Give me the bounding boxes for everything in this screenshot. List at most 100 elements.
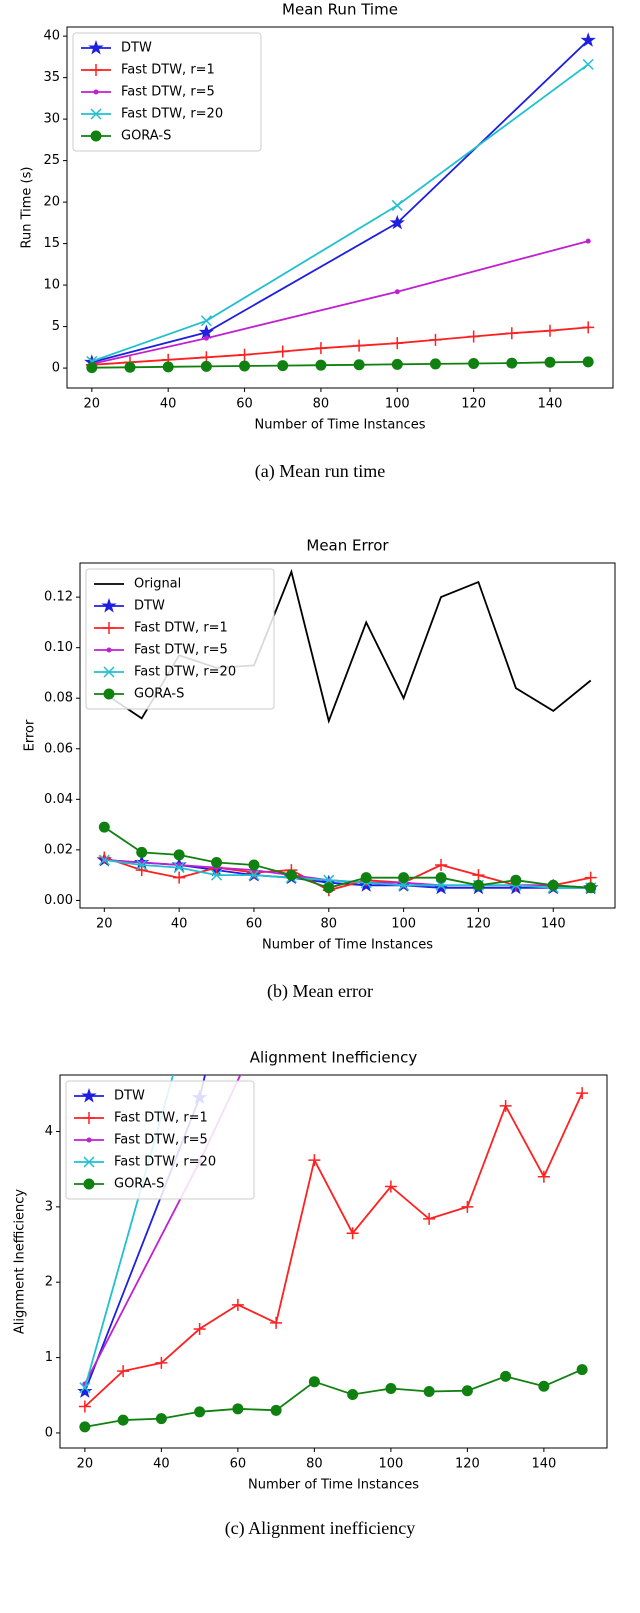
x-tick-label: 140 [538,397,563,412]
plot-area [79,562,616,909]
series-line [91,326,589,366]
circle-marker [323,882,335,894]
plus-marker [576,1087,589,1100]
legend-marker [103,688,115,700]
legend-marker [83,1112,95,1124]
x-marker [173,862,185,874]
series-line [84,1075,206,1392]
circle-marker [398,872,410,884]
legend-marker [103,622,115,634]
x-tick-label: 100 [385,397,410,412]
plot [77,752,589,1433]
x-axis-label: Number of Time Instances [248,1478,419,1493]
legend-label: DTW [114,1089,145,1104]
x-tick-label: 40 [153,1457,170,1472]
circle-marker [239,360,251,372]
series-line [84,1075,242,1385]
circle-marker [285,869,297,881]
x-tick-label: 60 [236,397,253,412]
plot [84,32,596,374]
circle-marker [391,358,403,370]
circle-marker [270,1404,282,1416]
circle-marker [461,1385,473,1397]
legend-label: Fast DTW, r=20 [121,107,223,122]
x-tick-label: 100 [378,1457,403,1472]
plus-marker [193,1322,206,1335]
circle-marker [347,1388,359,1400]
y-tick-label: 3 [45,1199,53,1214]
circle-marker [510,874,522,886]
circle-marker [585,882,597,894]
circle-marker [472,879,484,891]
plus-marker [499,1099,512,1112]
y-tick-label: 0.00 [44,893,73,908]
circle-marker [506,357,518,369]
circle-marker [435,872,447,884]
y-tick-label: 40 [43,29,60,44]
plus-marker [384,1180,397,1193]
circle-marker [277,360,289,372]
x-axis-label: Number of Time Instances [254,418,425,433]
legend-marker [90,108,102,120]
chart-title: Mean Run Time [282,1,398,19]
x-marker [211,869,223,881]
star-marker [580,32,596,47]
legend-label: DTW [134,599,165,614]
dot-marker [388,752,393,757]
circle-marker [155,1413,167,1425]
circle-marker [582,356,594,368]
x-marker [98,854,110,866]
series-line [91,361,589,369]
legend-label: DTW [121,41,152,56]
plus-marker [117,1365,130,1378]
dot-marker [203,335,209,341]
plus-marker [505,327,518,340]
plot-area [59,1074,608,1449]
plus-marker [537,1170,550,1183]
circle-marker [79,1421,91,1433]
y-tick-label: 4 [45,1124,53,1139]
x-tick-label: 140 [541,917,566,932]
plus-marker [544,324,556,337]
x-tick-label: 80 [313,397,330,412]
plus-marker [155,1356,168,1369]
circle-marker [124,361,136,373]
circle-marker [500,1370,512,1382]
x-axis-label: Number of Time Instances [262,938,433,953]
plus-marker [78,1400,91,1413]
x-tick-label: 120 [461,397,486,412]
legend-box [65,1080,255,1200]
circle-marker [173,849,185,861]
x-marker [582,58,594,70]
legend-marker [81,1087,97,1103]
series-line [104,856,591,892]
y-tick-label: 25 [43,153,60,168]
plus-marker [238,348,251,361]
circle-marker [423,1385,435,1397]
y-tick-label: 0.08 [44,691,73,706]
legend-box [72,32,262,152]
circle-marker [385,1382,397,1394]
plus-marker [173,871,186,884]
legend-marker [101,597,117,613]
legend-label: GORA-S [134,687,184,702]
plus-marker [276,345,289,358]
legend-label: Fast DTW, r=1 [121,63,215,78]
chart: Mean Error 20 40 60 80 100 120 140 0.00 0.02 0.04 0… [23,537,616,1002]
x-marker [200,315,212,327]
chart-title: Mean Error [306,537,389,555]
y-tick-label: 0 [52,361,60,376]
plus-marker [461,1200,474,1213]
circle-marker [211,857,223,869]
y-tick-label: 35 [43,70,60,85]
y-axis-label: Error [23,719,38,751]
chart-title: Alignment Inefficiency [250,1049,418,1067]
circle-marker [117,1414,129,1426]
chart: Mean Run Time 20 40 60 80 100 120 140 0 5 10 15 20 25… [20,1,614,482]
x-tick-label: 120 [466,917,491,932]
plus-marker [582,321,595,334]
y-tick-label: 0.02 [44,842,73,857]
circle-marker [576,1364,588,1376]
